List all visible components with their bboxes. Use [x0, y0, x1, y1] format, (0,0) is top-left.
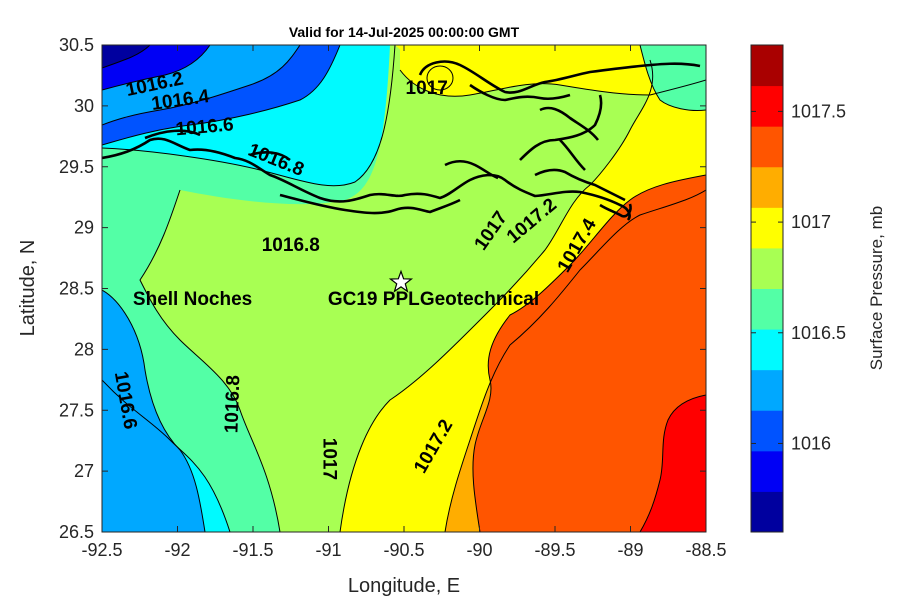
- contour-line: [102, 379, 231, 532]
- colorbar-tick-label: 1017: [791, 212, 831, 232]
- x-axis-label: Longitude, E: [348, 575, 460, 597]
- colorbar-tick-label: 1016: [791, 433, 831, 453]
- colorbar-swatch: [751, 329, 783, 371]
- coastline-segment: [469, 83, 571, 102]
- contour-line: [472, 174, 706, 532]
- colorbar-label: Surface Pressure, mb: [867, 206, 886, 370]
- contour-line: [339, 59, 654, 532]
- site-star-icon: [388, 269, 414, 293]
- pressure-band: [472, 175, 706, 532]
- coastline-segment: [599, 203, 632, 218]
- contour-line: [102, 45, 211, 91]
- colorbar: [751, 45, 783, 533]
- coastline-segment: [534, 168, 626, 202]
- x-tick-label: -91.5: [232, 540, 273, 560]
- colorbar-swatch: [751, 85, 783, 127]
- contour-label: 1016.8: [262, 235, 320, 256]
- y-tick-label: 29.5: [59, 157, 94, 177]
- x-tick-label: -90.5: [383, 540, 424, 560]
- pressure-band: [102, 45, 150, 68]
- colorbar-ticks: 1016 1016.5 1017 1017.5: [751, 101, 846, 453]
- contour-line: [102, 289, 206, 532]
- contour-line: [102, 45, 151, 69]
- contour-line: [102, 45, 301, 126]
- contour-label: 1017: [406, 78, 448, 99]
- x-tick-label: -88.5: [685, 540, 726, 560]
- x-tick-label: -89: [617, 540, 643, 560]
- coastline-segment: [519, 94, 603, 161]
- x-tick-label: -91: [315, 540, 341, 560]
- contour-line: [102, 45, 396, 187]
- y-tick-label: 30: [74, 96, 94, 116]
- contour-line: [102, 45, 341, 146]
- contour-label: 1017: [318, 438, 339, 480]
- colorbar-swatch: [751, 288, 783, 330]
- pressure-band: [102, 290, 205, 532]
- colorbar-frame: [750, 44, 784, 533]
- site-label-part: GC19 PPL: [328, 289, 420, 310]
- colorbar-tick-label: 1016.5: [791, 323, 846, 343]
- coastline-segment: [144, 129, 201, 140]
- contour-label: 1016.6: [175, 114, 235, 140]
- colorbar-tick-label: 1017.5: [791, 101, 846, 121]
- colorbar-swatch: [751, 369, 783, 411]
- y-tick-label: 29: [74, 218, 94, 238]
- y-axis-label: Latitude, N: [17, 240, 39, 337]
- pressure-band: [427, 66, 453, 90]
- contour-line: [426, 65, 454, 91]
- pressure-band: [640, 395, 706, 532]
- colorbar-swatch: [751, 247, 783, 289]
- contour-lines: [102, 45, 706, 532]
- site-label-part: Shell Noches: [133, 289, 252, 310]
- x-tick-label: -90: [466, 540, 492, 560]
- colorbar-swatch: [751, 45, 783, 87]
- coastline-segment: [444, 159, 499, 180]
- coastline-segment: [539, 106, 600, 141]
- site: Shell Noches GC19 PPL Geotechnical: [133, 269, 539, 310]
- x-tick-label: -89.5: [534, 540, 575, 560]
- contour-line: [399, 69, 706, 97]
- x-tick-label: -92: [164, 540, 190, 560]
- map-title: Valid for 14-Jul-2025 00:00:00 GMT: [289, 24, 520, 40]
- colorbar-swatch: [751, 207, 783, 249]
- colorbar-swatch: [751, 166, 783, 208]
- contour-label: 1016.8: [221, 375, 244, 434]
- colorbar-swatch: [751, 126, 783, 168]
- coastline-segment: [559, 139, 586, 171]
- contour-line: [139, 189, 281, 532]
- contour-line: [639, 45, 706, 111]
- y-tick-label: 28.5: [59, 279, 94, 299]
- coastline-segment: [249, 150, 291, 162]
- y-tick-label: 27.5: [59, 400, 94, 420]
- coastline-segment: [279, 193, 461, 215]
- colorbar-swatch: [751, 450, 783, 492]
- pressure-band: [400, 45, 706, 97]
- coastline-segment: [102, 137, 631, 221]
- y-tick-label: 30.5: [59, 35, 94, 55]
- colorbar-swatch: [751, 410, 783, 452]
- contour-line: [444, 189, 706, 532]
- coastline: [102, 60, 701, 221]
- y-tick-label: 26.5: [59, 522, 94, 542]
- y-tick-label: 27: [74, 461, 94, 481]
- x-tick-label: -92.5: [81, 540, 122, 560]
- y-tick-label: 28: [74, 339, 94, 359]
- coastline-segment: [418, 60, 701, 94]
- colorbar-swatch: [751, 491, 783, 533]
- contour-line: [639, 394, 706, 532]
- site-label-part: Geotechnical: [420, 289, 539, 310]
- axis-ticks: -92.5 -92 -91.5 -91 -90.5 -90 -89.5 -89 -88.5 30.…: [59, 35, 727, 560]
